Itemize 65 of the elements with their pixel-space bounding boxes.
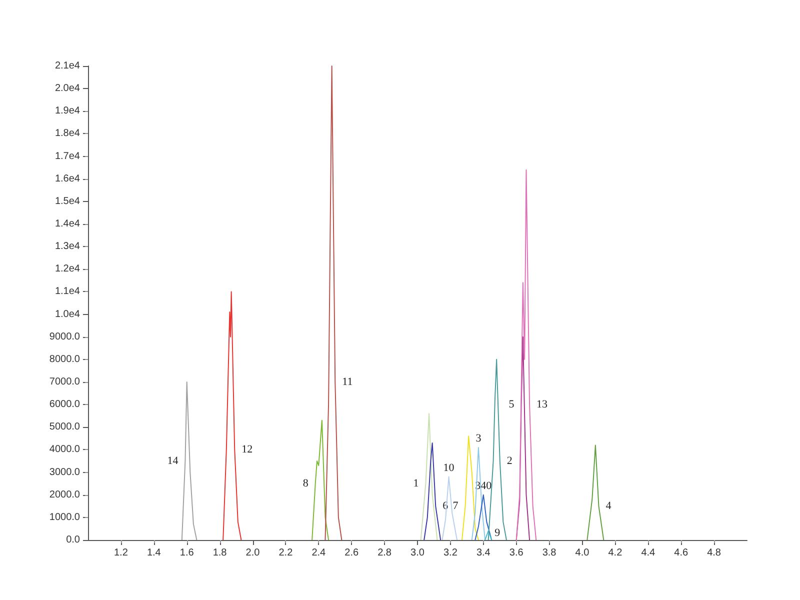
x-tick-label: 1.2 — [114, 548, 128, 558]
annotation: 14 — [167, 455, 179, 467]
line-series — [312, 420, 330, 540]
annotation: 10 — [443, 462, 455, 474]
line-series — [442, 476, 458, 540]
y-tick-label: 4000.0 — [49, 444, 80, 456]
x-tick-label: 3.0 — [410, 548, 425, 558]
x-tick-label: 4.8 — [707, 548, 722, 558]
x-tick-label: 4.6 — [674, 548, 688, 558]
x-tick-label: 3.2 — [443, 548, 458, 558]
annotation: 11 — [342, 376, 353, 388]
line-series — [324, 66, 342, 540]
y-tick-label: 8000.0 — [49, 354, 80, 365]
annotation: 12 — [242, 444, 253, 456]
x-tick-label: 2.4 — [312, 548, 326, 558]
y-tick-label: 1.4e4 — [54, 218, 80, 230]
line-series — [420, 413, 438, 540]
x-tick-label: 1.8 — [212, 548, 228, 558]
x-tick-label: 1.4 — [146, 548, 162, 558]
annotation: 5 — [508, 398, 515, 411]
y-tick-label: 1.3e4 — [54, 241, 80, 252]
x-tick-label: 4.4 — [641, 548, 656, 558]
x-tick-label: 3.6 — [509, 548, 524, 558]
y-tick-label: 1.7e4 — [54, 150, 80, 162]
y-tick-label: 1.5e4 — [54, 196, 80, 207]
annotation: 8 — [302, 478, 309, 490]
y-tick-label: 1.8e4 — [54, 128, 80, 140]
y-tick-label: 3000.0 — [49, 466, 80, 478]
line-series — [181, 382, 198, 540]
x-tick-label: 4.2 — [608, 548, 623, 558]
annotation: 1 — [413, 478, 419, 490]
line-series — [474, 494, 492, 540]
y-tick-label: 7000.0 — [49, 376, 80, 388]
x-tick-label: 3.4 — [476, 548, 491, 558]
annotation: 340 — [475, 480, 492, 492]
annotation: 3 — [476, 432, 482, 444]
y-tick-label: 5000.0 — [49, 422, 80, 433]
y-tick-label: 2.1e4 — [54, 60, 80, 72]
x-tick-label: 1.6 — [180, 548, 194, 558]
y-tick-label: 2000.0 — [49, 489, 80, 500]
x-tick-label: 2.8 — [378, 548, 392, 558]
y-tick-label: 1.0e4 — [54, 308, 80, 320]
annotation: 9 — [494, 527, 501, 539]
y-tick-label: 2.0e4 — [54, 83, 80, 94]
y-tick-label: 6000.0 — [49, 399, 80, 410]
annotation: 13 — [536, 398, 548, 411]
x-tick-label: 2.2 — [278, 548, 294, 558]
annotation: 2 — [506, 455, 512, 467]
y-tick-label: 1.2e4 — [54, 264, 80, 275]
annotation: 7 — [452, 500, 459, 512]
x-tick-label: 2.6 — [344, 548, 359, 558]
y-tick-label: 1.6e4 — [54, 173, 80, 184]
y-tick-label: 1000.0 — [49, 512, 80, 523]
line-series — [424, 442, 442, 540]
line-series — [222, 291, 242, 540]
x-tick-label: 2.0 — [246, 548, 260, 558]
x-tick-label: 4.0 — [575, 548, 590, 558]
y-tick-label: 1.9e4 — [54, 106, 80, 117]
y-tick-label: 0.0 — [66, 534, 80, 546]
x-tick-label: 3.8 — [542, 548, 557, 558]
line-series — [516, 169, 537, 540]
annotation: 4 — [606, 500, 612, 512]
y-tick-label: 9000.0 — [49, 331, 80, 342]
y-tick-label: 1.1e4 — [54, 286, 80, 298]
line-series — [586, 444, 604, 540]
